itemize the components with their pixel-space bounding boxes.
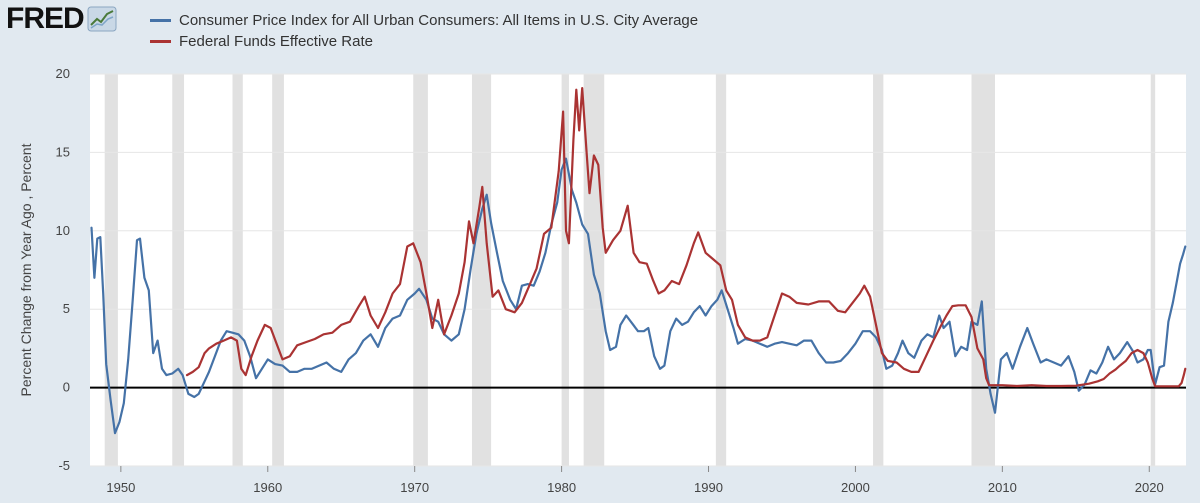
- x-tick-label: 2010: [988, 480, 1017, 495]
- y-tick-label: 15: [56, 144, 70, 159]
- line-chart-icon: [87, 6, 117, 32]
- recession-band: [471, 74, 492, 466]
- fred-logo[interactable]: FRED: [6, 4, 117, 34]
- x-tick-label: 2000: [841, 480, 870, 495]
- chart-legend: Consumer Price Index for All Urban Consu…: [150, 10, 698, 52]
- x-tick-label: 1980: [547, 480, 576, 495]
- legend-swatch-cpi: [150, 19, 171, 22]
- plot-area: [90, 74, 1186, 466]
- series-line-fedfunds: [185, 87, 1187, 388]
- recession-band: [561, 74, 569, 466]
- y-tick-label: 5: [63, 301, 70, 316]
- legend-swatch-fedfunds: [150, 40, 171, 43]
- legend-item-cpi[interactable]: Consumer Price Index for All Urban Consu…: [150, 10, 698, 31]
- y-tick-label: 10: [56, 223, 70, 238]
- series-lines: [90, 87, 1187, 435]
- x-tick-label: 1950: [106, 480, 135, 495]
- recession-band: [971, 74, 996, 466]
- recession-band: [104, 74, 118, 466]
- legend-item-fedfunds[interactable]: Federal Funds Effective Rate: [150, 31, 698, 52]
- recession-band: [873, 74, 884, 466]
- x-tick-label: 1960: [253, 480, 282, 495]
- x-tick-label: 1990: [694, 480, 723, 495]
- x-tick-label: 2020: [1135, 480, 1164, 495]
- x-tick-label: 1970: [400, 480, 429, 495]
- y-tick-label: 0: [63, 380, 70, 395]
- y-tick-label: 20: [56, 66, 70, 81]
- recession-band: [232, 74, 243, 466]
- logo-text: FRED: [6, 2, 85, 35]
- axis-ticks: -5 0 5 10 15 20 1950 1960 1970 1980 1990 2000 2010 20…: [56, 66, 1164, 495]
- recession-band: [272, 74, 284, 466]
- legend-label-cpi: Consumer Price Index for All Urban Consu…: [179, 12, 699, 29]
- recession-band: [413, 74, 428, 466]
- recession-band: [172, 74, 185, 466]
- y-tick-label: -5: [58, 458, 70, 473]
- recession-band: [1150, 74, 1156, 466]
- series-line-cpi: [90, 157, 1187, 435]
- legend-label-fedfunds: Federal Funds Effective Rate: [179, 33, 373, 50]
- grid-lines: [90, 73, 1186, 467]
